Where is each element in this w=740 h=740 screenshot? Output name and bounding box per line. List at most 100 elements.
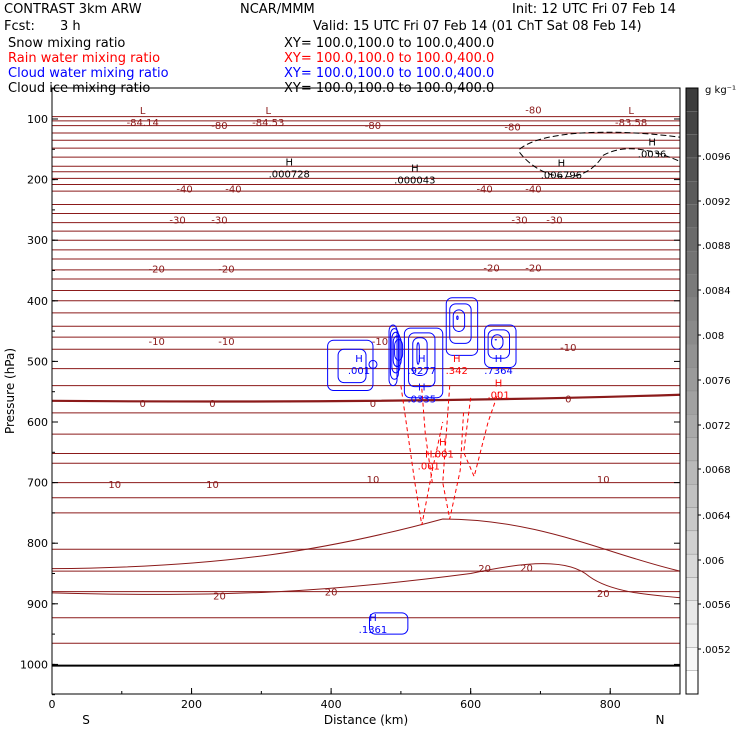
cloud-water-contour	[484, 324, 517, 368]
x-tick-label: 400	[321, 698, 342, 711]
temperature-contour-line	[51, 289, 681, 292]
org-label: NCAR/MMM	[240, 2, 315, 17]
y-axis-label: Pressure (hPa)	[3, 348, 17, 434]
temperature-contour-line	[51, 139, 681, 141]
forecast-label: Fcst:	[4, 19, 35, 34]
temperature-contour-label: -10	[218, 337, 234, 348]
colorbar-label: .0088	[702, 241, 731, 252]
temperature-contour-label: -30	[169, 216, 185, 227]
temperature-contour-label: -20	[483, 263, 499, 274]
cloud-water-contour	[327, 339, 374, 391]
colorbar-swatch	[685, 507, 699, 532]
extremum-letter: L	[628, 106, 634, 117]
extremum-value: .006796	[541, 171, 582, 182]
extremum-value: .000043	[394, 175, 435, 186]
colorbar-swatch	[685, 344, 699, 368]
temperature-contour-label: -40	[176, 185, 192, 196]
temperature-contour-line	[51, 124, 681, 127]
colorbar-units: g kg⁻¹	[705, 85, 736, 96]
valid-time: Valid: 15 UTC Fri 07 Feb 14 (01 ChT Sat …	[313, 19, 642, 34]
forecast-hours: 3 h	[60, 19, 81, 34]
cloud-water-contour	[445, 297, 479, 356]
y-tick-label: 500	[27, 355, 48, 368]
temperature-contour-label: 20	[520, 563, 533, 574]
curved-contours	[51, 131, 681, 599]
y-tick-label: 600	[27, 416, 48, 429]
temperature-contour-line	[51, 177, 681, 180]
temperature-contour-label: 0	[370, 399, 376, 410]
curved-contour-line	[51, 563, 681, 599]
colorbar-swatch	[685, 204, 699, 229]
extremum-value: -83.58	[615, 118, 647, 129]
colorbar-label: .0068	[702, 465, 731, 476]
extremum-value: .0335	[408, 395, 437, 406]
cloud-water-contour	[456, 315, 459, 321]
x-endpoint-north: N	[656, 713, 665, 727]
temperature-contour-line	[51, 183, 681, 186]
axes: 0 200 400 600 800100200300400500600700800900…	[20, 88, 680, 711]
y-tick-label: 900	[27, 598, 48, 611]
temperature-contours	[51, 115, 681, 667]
colorbar-label: .0076	[702, 376, 731, 387]
temperature-contour-line	[51, 278, 681, 280]
field-xy-rain: XY= 100.0,100.0 to 100.0,400.0	[284, 51, 495, 66]
temperature-contour-label: 20	[597, 589, 610, 600]
rain-water-contour	[442, 385, 465, 520]
colorbar-swatch	[685, 414, 699, 438]
extremum-value: .001	[432, 449, 454, 460]
colorbar-swatch	[685, 157, 699, 182]
temperature-contour-line	[51, 147, 681, 149]
y-tick-label: 800	[27, 537, 48, 550]
temperature-contour-line	[51, 269, 681, 271]
colorbar-swatch	[685, 600, 699, 625]
field-name-snow: Snow mixing ratio	[8, 36, 126, 51]
temperature-contour-label: -30	[546, 216, 562, 227]
temperature-contour-line	[51, 433, 681, 435]
extremum-letter: H	[439, 437, 447, 448]
y-tick-label: 700	[27, 477, 48, 490]
temperature-contour-label: 0	[209, 399, 215, 410]
temperature-contour-line	[51, 312, 681, 314]
model-title: CONTRAST 3km ARW	[4, 2, 142, 17]
temperature-contour-line	[51, 348, 681, 351]
temperature-contour-line	[51, 300, 681, 302]
colorbar-swatch	[685, 111, 699, 135]
cloud-water-contour	[388, 324, 398, 387]
colorbar-label: .006	[702, 556, 724, 567]
cloud-water-contour	[412, 337, 428, 376]
temperature-contour-line	[51, 496, 681, 499]
temperature-contour-line	[51, 452, 681, 455]
temperature-contour-line	[51, 548, 681, 551]
temperature-contour-line	[51, 481, 681, 484]
temperature-contour-label: 20	[325, 588, 338, 599]
temperature-contour-line	[51, 156, 681, 158]
freezing-level-line	[51, 393, 681, 403]
extremum-value: .000728	[269, 169, 310, 180]
temperature-contour-line	[51, 221, 681, 224]
colorbar-swatch	[685, 437, 699, 462]
temperature-contour-label: -80	[211, 121, 227, 132]
colorbar-label: .0096	[702, 152, 731, 163]
extremum-letter: H	[558, 159, 566, 170]
extremum-letter: H	[495, 378, 503, 389]
temperature-contour-label: 20	[478, 564, 491, 575]
colorbar-swatch	[685, 250, 699, 275]
temperature-contour-label: -80	[365, 121, 381, 132]
cloud-water-contour	[408, 332, 436, 388]
extremum-value: .9277	[408, 366, 437, 377]
colorbar-label: .0084	[702, 286, 731, 297]
temperature-contour-label: 0	[565, 394, 571, 405]
cloud-water-contour	[391, 331, 401, 374]
cloud-water-contour	[368, 359, 378, 369]
cloud-ice-contour	[519, 131, 681, 150]
colorbar-swatch	[685, 484, 699, 508]
colorbar-swatch	[685, 87, 699, 112]
temperature-contour-label: -20	[525, 263, 541, 274]
y-tick-label: 300	[27, 234, 48, 247]
field-name-rain: Rain water mixing ratio	[8, 51, 161, 66]
temperature-contour-label: -20	[148, 265, 164, 276]
rain-water-contour	[400, 385, 444, 526]
hydrometeor-contours	[327, 297, 517, 635]
colorbar-swatch	[685, 320, 699, 345]
x-tick-label: 0	[49, 698, 56, 711]
